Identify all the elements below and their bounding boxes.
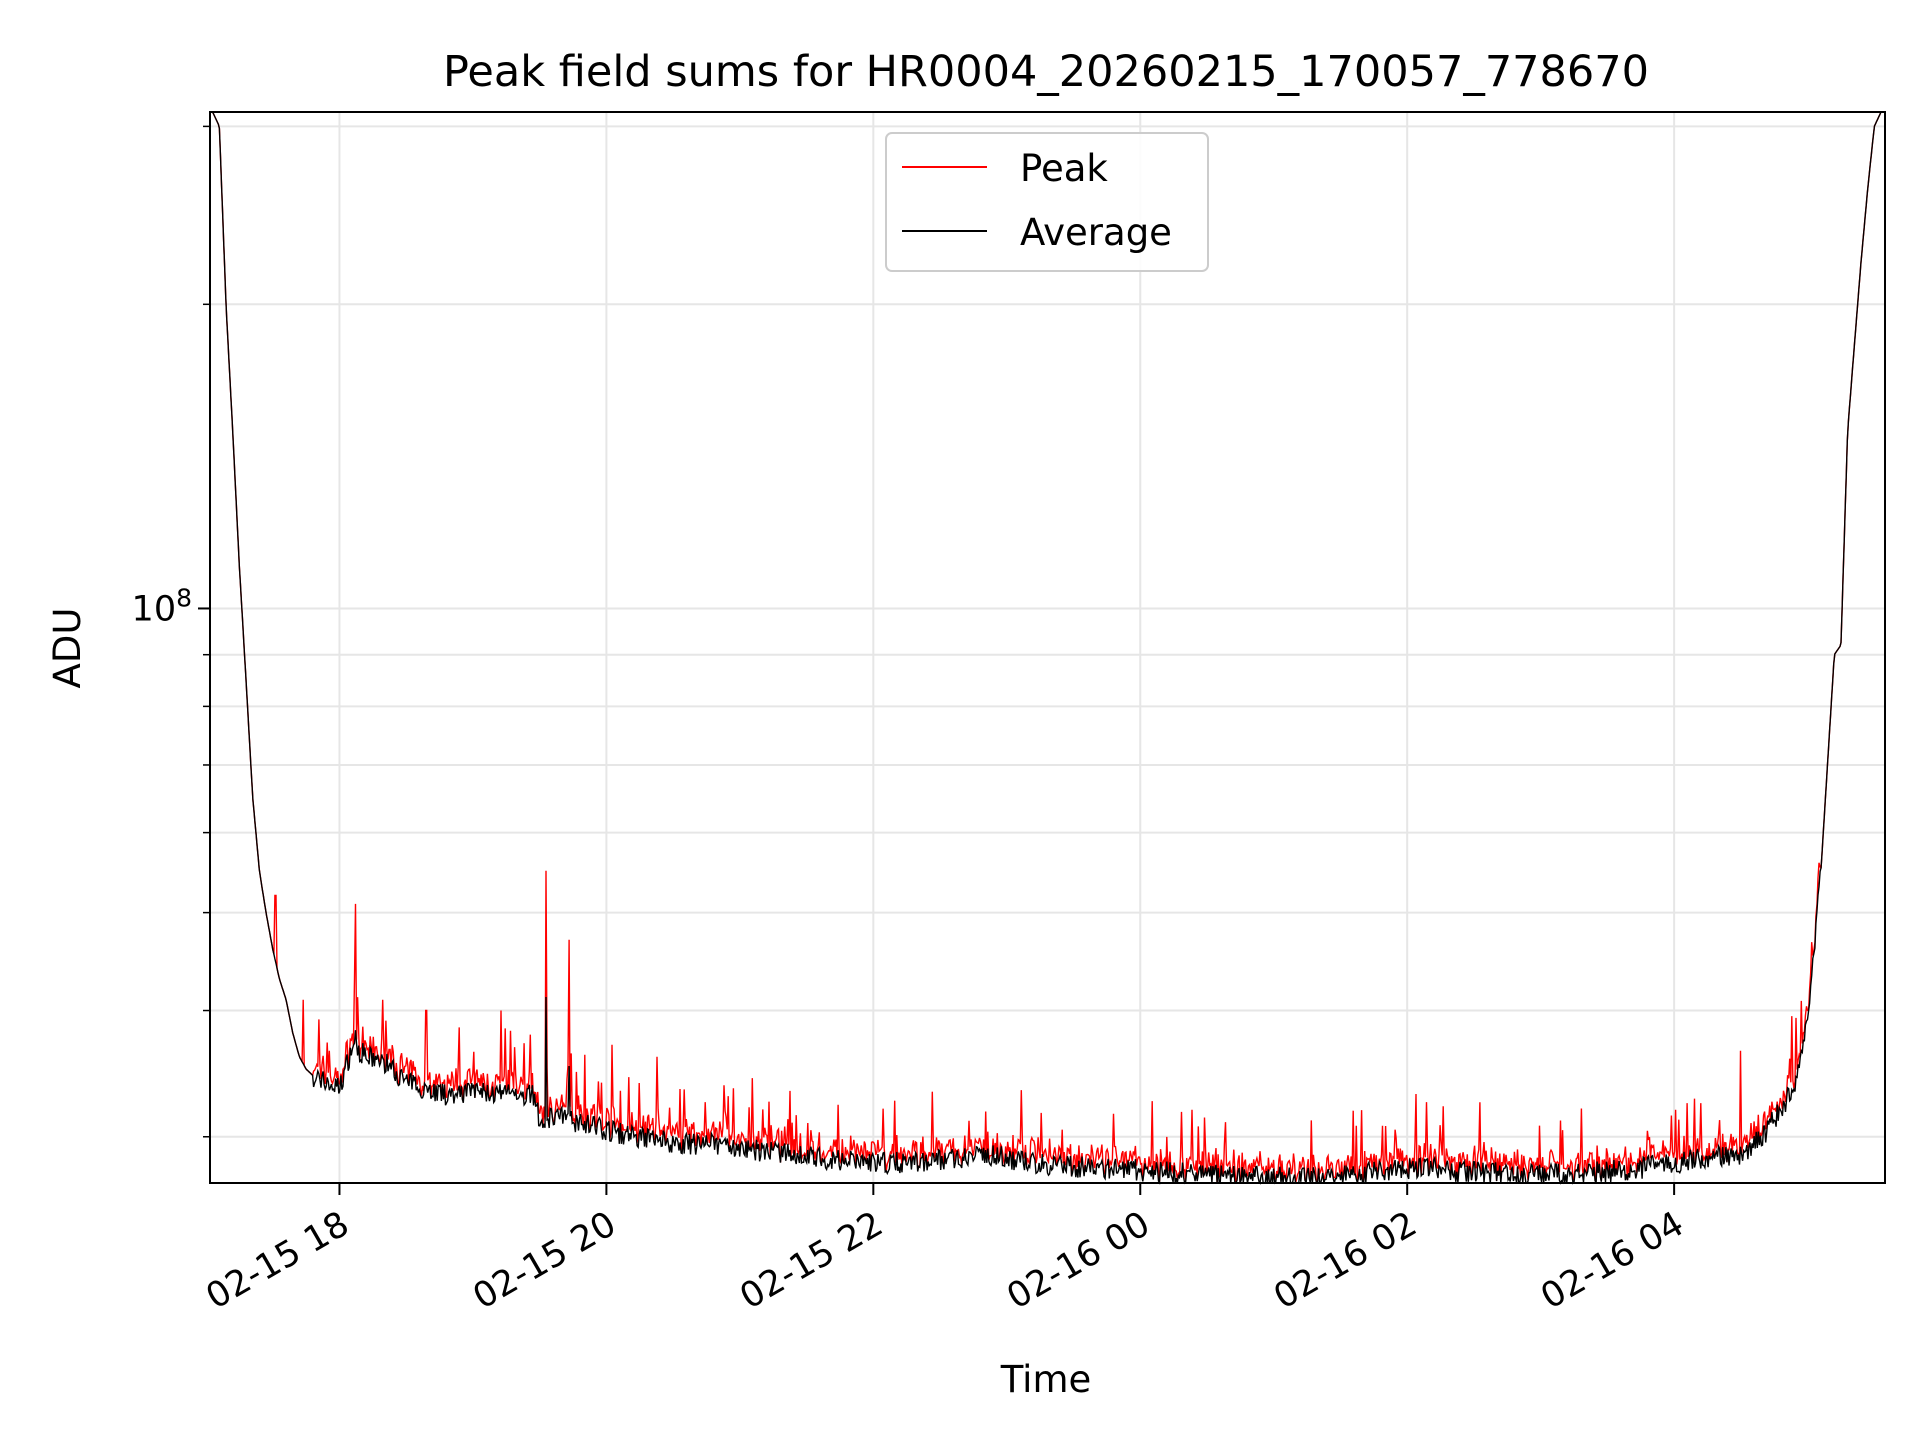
chart-title: Peak field sums for HR0004_20260215_1700… bbox=[443, 47, 1649, 97]
plot-frame bbox=[209, 111, 1886, 1184]
x-axis-label: Time bbox=[1000, 1358, 1092, 1401]
y-tick-label: 108 bbox=[132, 583, 192, 629]
legend-average-label: Average bbox=[1020, 211, 1172, 254]
legend-peak-label: Peak bbox=[1020, 147, 1108, 190]
y-axis-ticks: 108 bbox=[132, 125, 210, 1138]
grid-lines bbox=[210, 112, 1885, 1183]
legend: Peak Average bbox=[885, 132, 1209, 272]
series-average bbox=[210, 111, 1885, 1185]
y-axis-label: ADU bbox=[46, 608, 89, 689]
average-line bbox=[210, 111, 1885, 1185]
